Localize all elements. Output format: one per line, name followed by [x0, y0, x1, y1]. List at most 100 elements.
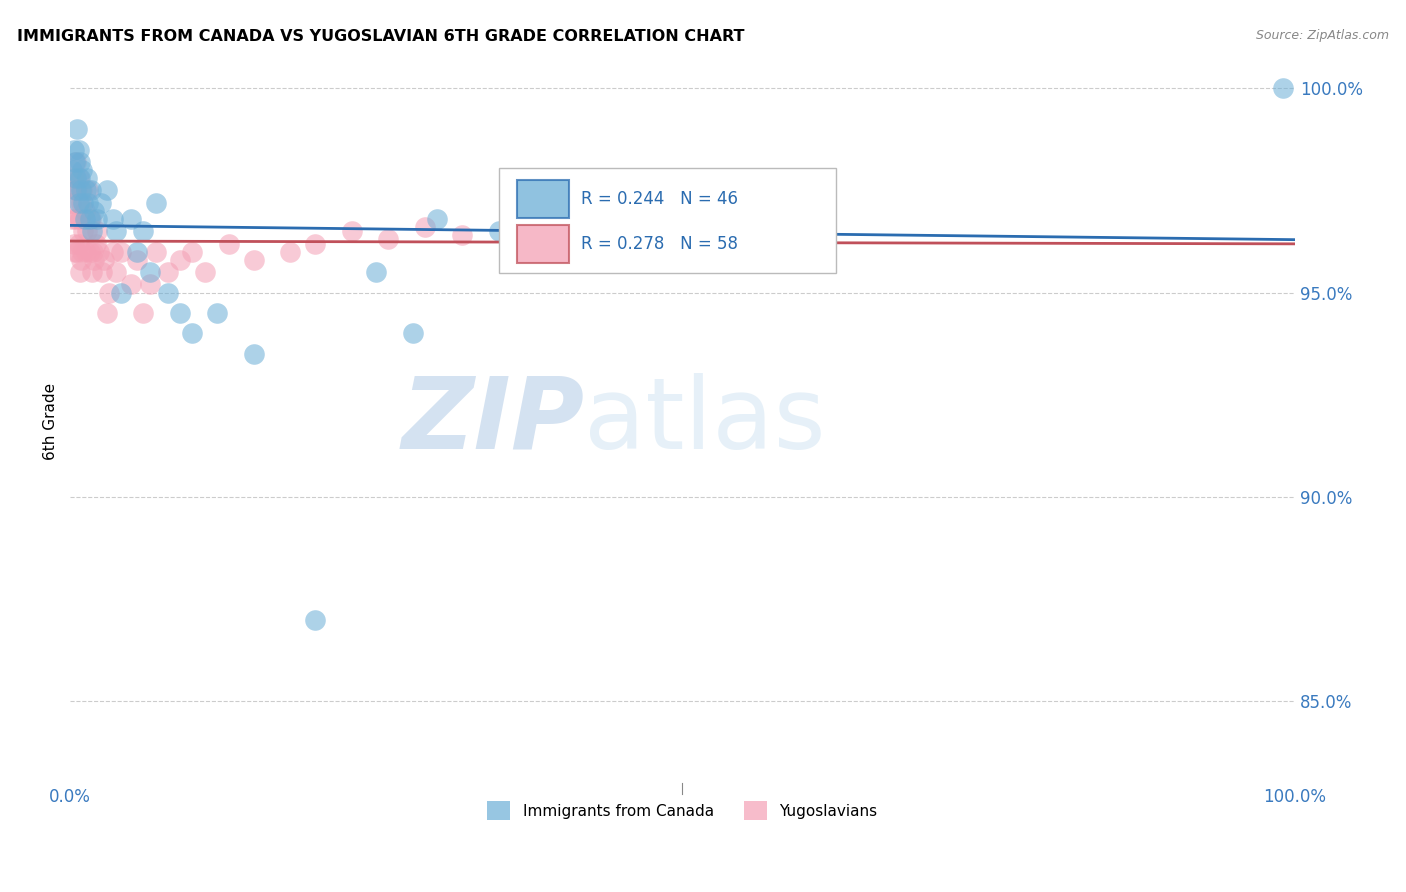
Point	[73, 203, 96, 218]
Point	[79, 244, 101, 259]
Point	[138, 265, 160, 279]
Point	[548, 224, 571, 238]
FancyBboxPatch shape	[517, 226, 568, 263]
Point	[67, 236, 90, 251]
Text: IMMIGRANTS FROM CANADA VS YUGOSLAVIAN 6TH GRADE CORRELATION CHART: IMMIGRANTS FROM CANADA VS YUGOSLAVIAN 6T…	[17, 29, 744, 44]
Text: atlas: atlas	[585, 373, 827, 470]
Point	[77, 195, 100, 210]
Point	[69, 212, 91, 227]
Point	[280, 244, 302, 259]
Point	[181, 326, 204, 341]
Point	[66, 122, 89, 136]
Point	[105, 265, 128, 279]
Point	[80, 212, 103, 227]
Point	[76, 224, 98, 238]
Point	[75, 244, 97, 259]
FancyBboxPatch shape	[499, 168, 835, 273]
Legend: Immigrants from Canada, Yugoslavians: Immigrants from Canada, Yugoslavians	[481, 795, 883, 826]
Point	[156, 265, 179, 279]
Point	[72, 224, 94, 238]
Point	[67, 143, 90, 157]
Point	[524, 212, 547, 227]
Point	[138, 277, 160, 292]
Point	[488, 224, 510, 238]
Point	[79, 212, 101, 227]
Point	[70, 244, 93, 259]
Point	[127, 252, 149, 267]
Point	[70, 195, 93, 210]
Text: R = 0.278   N = 58: R = 0.278 N = 58	[581, 235, 738, 253]
Point	[101, 212, 124, 227]
Point	[499, 220, 522, 235]
Point	[86, 224, 108, 238]
Point	[413, 220, 436, 235]
Point	[101, 244, 124, 259]
Point	[169, 306, 191, 320]
Point	[80, 265, 103, 279]
Point	[77, 183, 100, 197]
Point	[218, 236, 240, 251]
Point	[242, 347, 264, 361]
Point	[120, 277, 142, 292]
Point	[89, 244, 111, 259]
Point	[132, 224, 155, 238]
Point	[82, 244, 104, 259]
Point	[65, 212, 87, 227]
Point	[80, 224, 103, 238]
Point	[304, 613, 326, 627]
Point	[73, 212, 96, 227]
Point	[451, 228, 474, 243]
Point	[84, 236, 107, 251]
Point	[242, 252, 264, 267]
Point	[67, 171, 90, 186]
Point	[96, 306, 118, 320]
Point	[120, 212, 142, 227]
Point	[62, 171, 84, 186]
Point	[60, 163, 83, 178]
Point	[194, 265, 217, 279]
Point	[110, 244, 132, 259]
Point	[69, 154, 91, 169]
Point	[169, 252, 191, 267]
Point	[377, 232, 399, 246]
Point	[65, 171, 87, 186]
Point	[80, 183, 103, 197]
Point	[63, 183, 86, 197]
Point	[83, 203, 105, 218]
Point	[93, 252, 115, 267]
Y-axis label: 6th Grade: 6th Grade	[44, 383, 58, 460]
Point	[426, 212, 449, 227]
Point	[90, 195, 112, 210]
Point	[145, 195, 167, 210]
Point	[671, 203, 693, 218]
Point	[205, 306, 228, 320]
Point	[304, 236, 326, 251]
Point	[127, 244, 149, 259]
Point	[110, 285, 132, 300]
Point	[98, 285, 121, 300]
Text: ZIP: ZIP	[402, 373, 585, 470]
Point	[65, 154, 87, 169]
Point	[105, 224, 128, 238]
Point	[62, 236, 84, 251]
Point	[70, 252, 93, 267]
Point	[70, 183, 93, 197]
Point	[574, 224, 596, 238]
Point	[60, 212, 83, 227]
Point	[181, 244, 204, 259]
Point	[1271, 81, 1294, 95]
Point	[69, 171, 91, 186]
Point	[66, 244, 89, 259]
Point	[62, 143, 84, 157]
Point	[60, 195, 83, 210]
Point	[70, 163, 93, 178]
FancyBboxPatch shape	[517, 180, 568, 218]
Point	[156, 285, 179, 300]
Point	[83, 252, 105, 267]
Point	[86, 212, 108, 227]
Point	[96, 183, 118, 197]
Point	[67, 195, 90, 210]
Point	[610, 212, 633, 227]
Point	[132, 306, 155, 320]
Point	[366, 265, 388, 279]
